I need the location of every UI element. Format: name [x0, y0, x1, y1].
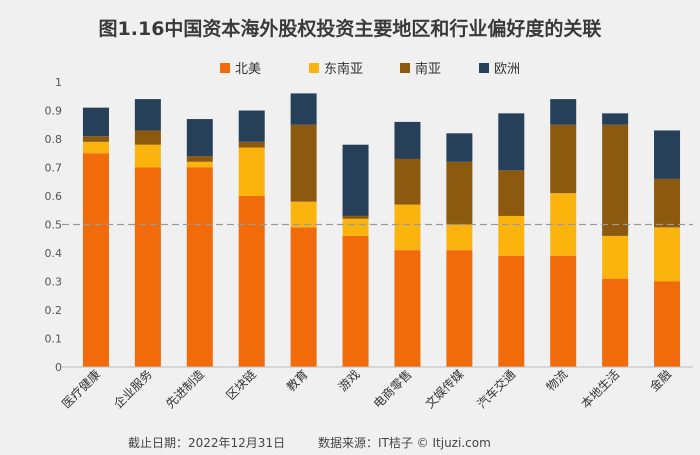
y-tick-label-4: 0.4 [45, 247, 63, 260]
legend-label-3: 欧洲 [494, 62, 520, 77]
x-tick-label-8: 汽车交通 [474, 367, 519, 412]
y-tick-label-9: 0.9 [45, 105, 63, 118]
x-tick-label-0: 医疗健康 [59, 367, 104, 412]
x-tick-label-3: 区块链 [223, 367, 259, 403]
bar-segment-5-3 [342, 144, 369, 216]
bar-segment-1-0 [134, 167, 161, 367]
bar-segment-2-1 [186, 161, 213, 168]
legend-swatch-1 [309, 63, 319, 73]
bar-segment-4-1 [290, 201, 317, 228]
bar-segment-3-0 [238, 196, 265, 367]
bar-segment-9-0 [550, 255, 577, 367]
bar-segment-8-3 [498, 113, 525, 171]
bar-segment-7-1 [446, 224, 473, 251]
bar-segment-8-2 [498, 170, 525, 216]
bar-segment-11-2 [654, 178, 681, 228]
bar-segment-5-0 [342, 235, 369, 367]
x-tick-label-10: 本地生活 [578, 367, 622, 411]
bar-segment-6-0 [394, 250, 421, 367]
x-tick-label-5: 游戏 [336, 367, 363, 394]
y-tick-label-10: 1 [55, 76, 62, 89]
bar-segment-0-2 [82, 136, 109, 142]
bar-segment-11-0 [654, 281, 681, 367]
bar-segment-6-3 [394, 121, 421, 159]
bar-segment-5-1 [342, 218, 369, 236]
y-tick-label-2: 0.2 [45, 304, 63, 317]
y-tick-label-5: 0.5 [45, 219, 63, 232]
x-tick-label-9: 物流 [543, 367, 570, 394]
bar-segment-4-3 [290, 93, 317, 125]
bar-segment-7-0 [446, 250, 473, 367]
bar-segment-2-3 [186, 119, 213, 157]
footer-date: 截止日期：2022年12月31日 [128, 436, 285, 450]
bar-segment-11-3 [654, 130, 681, 179]
bar-segment-8-0 [498, 255, 525, 367]
legend: 北美 东南亚 南亚 欧洲 [220, 61, 520, 77]
bar-segment-1-2 [134, 130, 161, 145]
x-tick-label-11: 金融 [647, 367, 675, 395]
y-tick-label-0: 0 [55, 361, 62, 374]
bar-segment-3-1 [238, 147, 265, 196]
bar-segment-11-1 [654, 227, 681, 282]
bar-segment-4-0 [290, 227, 317, 367]
legend-label-2: 南亚 [415, 61, 441, 77]
x-tick-label-7: 文娱传媒 [422, 367, 467, 412]
bar-segment-7-2 [446, 161, 473, 225]
bar-segment-4-2 [290, 124, 317, 202]
bar-segment-1-1 [134, 144, 161, 168]
x-tick-label-4: 教育 [283, 367, 311, 395]
bar-segment-0-3 [82, 107, 109, 137]
bar-segment-9-2 [550, 124, 577, 194]
y-tick-label-1: 0.1 [45, 333, 63, 346]
y-tick-label-3: 0.3 [45, 276, 63, 289]
y-axis: 0 0.1 0.2 0.3 0.4 0.5 0.6 0.7 0.8 0.9 1 [45, 76, 63, 374]
bar-segment-5-2 [342, 215, 369, 219]
legend-swatch-0 [220, 63, 230, 73]
x-axis: 医疗健康 企业服务 先进制造 区块链 教育 游戏 电商零售 文娱传媒 汽车交通 物流 本地生活 金融 [59, 366, 693, 412]
bar-segment-6-1 [394, 204, 421, 251]
y-tick-label-8: 0.8 [45, 133, 63, 146]
bar-segment-8-1 [498, 215, 525, 256]
footer-source: 数据来源：IT桔子 © Itjuzi.com [318, 435, 491, 450]
footer: 截止日期：2022年12月31日 数据来源：IT桔子 © Itjuzi.com [128, 435, 491, 450]
bar-segment-3-2 [238, 141, 265, 148]
bars [82, 93, 681, 367]
bar-segment-10-2 [602, 124, 629, 236]
bar-segment-9-3 [550, 99, 577, 125]
x-tick-label-2: 先进制造 [163, 367, 207, 411]
y-tick-label-6: 0.6 [45, 190, 63, 203]
bar-segment-7-3 [446, 133, 473, 162]
x-tick-label-6: 电商零售 [370, 367, 415, 412]
chart-title: 图1.16中国资本海外股权投资主要地区和行业偏好度的关联 [99, 17, 602, 40]
bar-segment-0-1 [82, 141, 109, 154]
bar-segment-2-0 [186, 167, 213, 367]
bar-segment-0-0 [82, 153, 109, 367]
bar-segment-1-3 [134, 99, 161, 131]
bar-segment-10-1 [602, 235, 629, 279]
bar-segment-6-2 [394, 158, 421, 205]
bar-segment-10-0 [602, 278, 629, 367]
legend-swatch-3 [479, 63, 489, 73]
legend-label-1: 东南亚 [324, 61, 363, 77]
bar-segment-3-3 [238, 110, 265, 142]
x-tick-label-1: 企业服务 [110, 367, 155, 412]
legend-label-0: 北美 [235, 62, 261, 77]
y-tick-label-7: 0.7 [45, 162, 63, 175]
legend-swatch-2 [400, 63, 410, 73]
bar-segment-2-2 [186, 156, 213, 162]
bar-segment-10-3 [602, 113, 629, 125]
